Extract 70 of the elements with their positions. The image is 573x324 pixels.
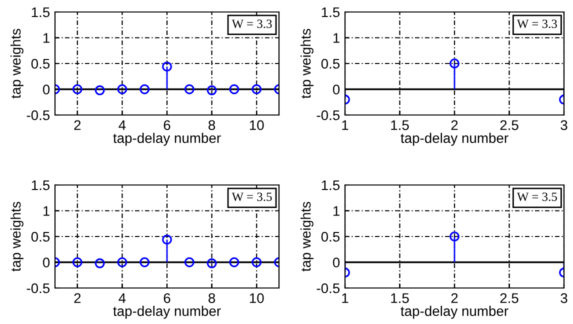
point — [94, 85, 105, 96]
point — [117, 84, 128, 94]
y-tick-label: 0.5 — [31, 58, 50, 69]
point — [140, 257, 150, 268]
y-tick-label: 1.5 — [32, 7, 50, 18]
point — [252, 257, 262, 268]
y-tick-label: 0 — [332, 258, 340, 268]
point — [206, 85, 217, 96]
x-tick-label: 6 — [164, 120, 170, 130]
point — [184, 84, 194, 94]
x-tick-label: 2 — [451, 293, 458, 303]
x-tick-label: 2.5 — [500, 293, 518, 304]
point — [252, 84, 262, 94]
x-tick-label: 2 — [451, 120, 458, 130]
point — [72, 84, 82, 94]
x-tick-label: 1 — [342, 120, 348, 130]
y-tick-label: -0.5 — [26, 110, 50, 120]
x-tick-label: 8 — [208, 120, 216, 130]
point — [206, 258, 217, 268]
point — [72, 257, 82, 268]
x-tick-label: 10 — [250, 120, 264, 130]
y-tick-label: 0 — [42, 258, 50, 268]
y-tick-label: 1 — [43, 206, 50, 216]
annotation: W = 3.5 — [516, 192, 557, 202]
y-tick-label: 1.5 — [32, 180, 50, 190]
y-tick-label: 0.5 — [321, 58, 340, 69]
y-tick-label: 1 — [333, 206, 340, 216]
x-tick-label: 2 — [74, 293, 81, 303]
y-tick-label: 0.5 — [31, 232, 50, 242]
x-tick-label: 4 — [118, 293, 126, 303]
x-axis-title: tap-delay number — [400, 306, 508, 319]
x-tick-label: 2.5 — [500, 120, 518, 130]
y-tick-label: 1.5 — [322, 7, 340, 18]
point — [140, 84, 150, 94]
x-tick-label: 2 — [74, 120, 81, 130]
y-axis-title: tap weights — [300, 28, 314, 98]
point — [229, 84, 240, 94]
point — [229, 257, 240, 268]
annotation: W = 3.5 — [232, 192, 272, 202]
y-tick-label: 1.5 — [322, 180, 340, 190]
x-axis-title: tap-delay number — [400, 132, 508, 146]
point — [117, 257, 128, 268]
y-tick-label: -0.5 — [316, 283, 340, 294]
x-tick-label: 6 — [164, 293, 170, 304]
y-tick-label: 1 — [43, 33, 50, 43]
point — [162, 234, 172, 245]
x-tick-label: 3 — [560, 120, 568, 130]
x-axis-title: tap-delay number — [113, 306, 221, 319]
y-tick-label: 0.5 — [321, 232, 340, 242]
y-tick-label: -0.5 — [316, 110, 340, 120]
y-tick-label: -0.5 — [26, 283, 50, 294]
point — [162, 62, 172, 72]
x-tick-label: 1.5 — [391, 293, 409, 304]
y-tick-label: 0 — [332, 84, 340, 94]
x-tick-label: 4 — [118, 120, 126, 130]
x-tick-label: 1 — [342, 293, 348, 303]
y-axis-title: tap weights — [10, 28, 24, 98]
point — [94, 258, 105, 268]
annotation: W = 3.3 — [232, 20, 272, 28]
x-tick-label: 3 — [560, 293, 568, 304]
y-tick-label: 1 — [333, 33, 340, 43]
y-axis-title: tap weights — [10, 202, 24, 272]
x-tick-label: 10 — [250, 293, 264, 304]
annotation: W = 3.3 — [516, 20, 557, 28]
y-tick-label: 0 — [42, 84, 50, 94]
x-axis-title: tap-delay number — [113, 132, 221, 146]
x-tick-label: 8 — [208, 293, 216, 304]
y-axis-title: tap weights — [300, 202, 314, 272]
point — [184, 257, 194, 268]
x-tick-label: 1.5 — [391, 120, 409, 130]
